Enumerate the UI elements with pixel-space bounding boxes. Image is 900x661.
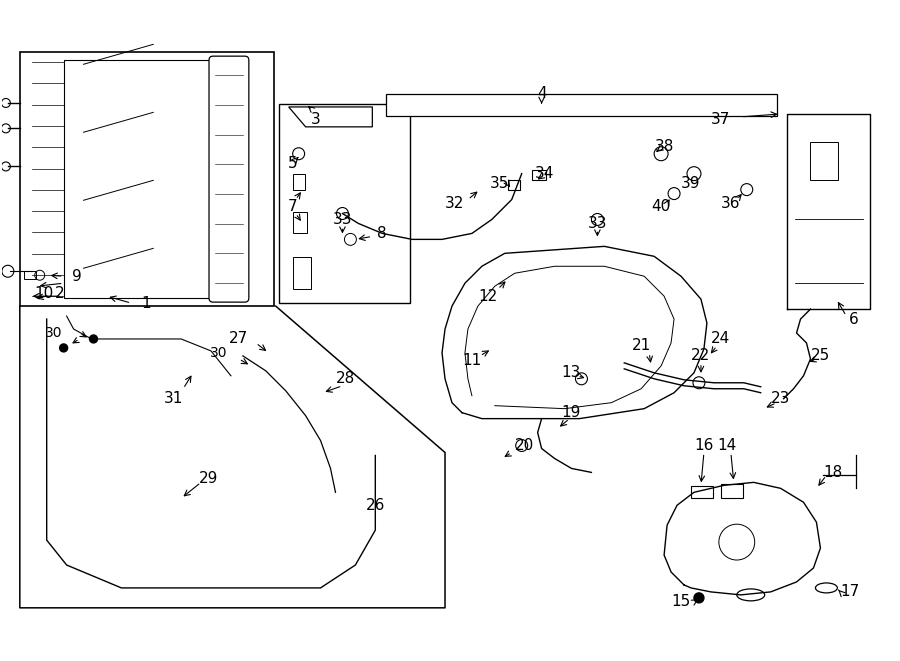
Text: 15: 15 [671, 594, 690, 609]
Text: 13: 13 [562, 366, 581, 380]
Text: 20: 20 [515, 438, 535, 453]
Bar [292, 174, 304, 190]
Bar [292, 212, 307, 233]
Text: 8: 8 [377, 226, 387, 241]
Text: 5: 5 [288, 156, 298, 171]
Circle shape [59, 344, 68, 352]
Text: 33: 33 [588, 216, 608, 231]
Bar [23, 271, 36, 279]
Bar [64, 60, 213, 298]
Text: 1: 1 [141, 295, 151, 311]
Text: 28: 28 [336, 371, 356, 386]
FancyBboxPatch shape [20, 52, 274, 306]
Circle shape [89, 335, 97, 343]
Bar [279, 104, 410, 303]
Text: 19: 19 [562, 405, 581, 420]
Text: 39: 39 [681, 176, 701, 191]
Bar [508, 180, 519, 190]
Text: 40: 40 [652, 199, 670, 214]
Text: 11: 11 [463, 354, 482, 368]
FancyBboxPatch shape [209, 56, 248, 302]
Bar [532, 170, 545, 180]
Text: 12: 12 [478, 289, 498, 303]
Text: 22: 22 [691, 348, 711, 364]
Text: 36: 36 [721, 196, 741, 211]
Text: 25: 25 [811, 348, 830, 364]
Text: 21: 21 [632, 338, 651, 354]
Bar [811, 142, 839, 180]
Text: 38: 38 [654, 139, 674, 154]
Text: 26: 26 [365, 498, 385, 513]
Text: 24: 24 [711, 331, 731, 346]
Text: 7: 7 [288, 199, 298, 214]
Text: 17: 17 [841, 584, 859, 600]
Bar [292, 257, 310, 289]
Bar [721, 485, 742, 498]
Text: 18: 18 [824, 465, 843, 480]
FancyBboxPatch shape [386, 94, 777, 116]
Text: 6: 6 [849, 311, 859, 327]
Text: 4: 4 [536, 87, 546, 102]
Text: 23: 23 [771, 391, 790, 407]
Bar [691, 486, 713, 498]
Text: 16: 16 [694, 438, 714, 453]
Text: 30: 30 [211, 346, 228, 360]
Text: 30: 30 [45, 326, 62, 340]
Circle shape [694, 593, 704, 603]
Text: 33: 33 [333, 212, 352, 227]
Text: 29: 29 [199, 471, 219, 486]
Text: 27: 27 [230, 331, 248, 346]
Text: 14: 14 [717, 438, 736, 453]
Text: 10: 10 [34, 286, 53, 301]
Text: 37: 37 [711, 112, 731, 128]
Text: 34: 34 [535, 166, 554, 181]
Text: 31: 31 [164, 391, 183, 407]
Text: 9: 9 [72, 269, 82, 284]
Text: 3: 3 [310, 112, 320, 128]
Text: 32: 32 [446, 196, 464, 211]
Text: 35: 35 [491, 176, 509, 191]
Text: 2: 2 [55, 286, 65, 301]
